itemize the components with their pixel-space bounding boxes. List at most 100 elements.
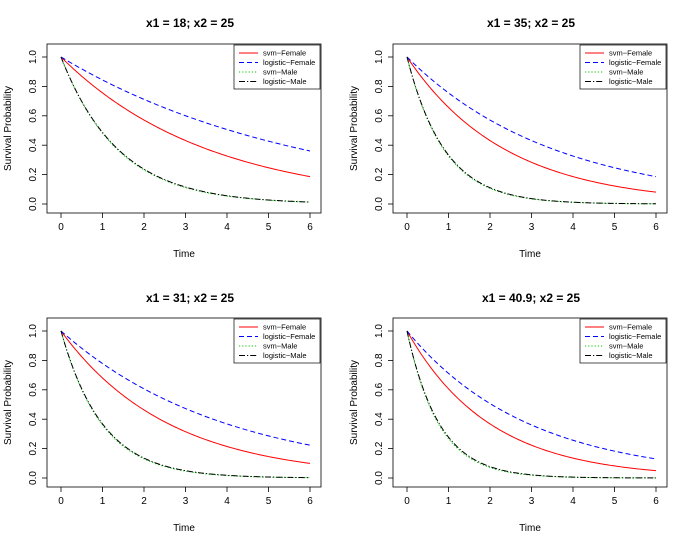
series-line-logistic-female bbox=[60, 56, 311, 152]
x-tick-label: 0 bbox=[58, 496, 64, 507]
plot-frame bbox=[392, 317, 668, 488]
legend-box bbox=[579, 318, 667, 364]
chart-title: x1 = 31; x2 = 25 bbox=[146, 291, 234, 305]
y-tick-label: 0.2 bbox=[374, 167, 385, 181]
legend-label: svm−Male bbox=[263, 68, 297, 77]
y-tick-label: 1.0 bbox=[374, 50, 385, 64]
x-tick-label: 1 bbox=[100, 222, 106, 233]
x-tick-label: 2 bbox=[141, 496, 147, 507]
series-line-svm-female bbox=[60, 56, 311, 178]
legend-label: svm−Male bbox=[263, 342, 297, 351]
series-line-logistic-male bbox=[406, 56, 657, 205]
series-line-logistic-female bbox=[406, 330, 657, 460]
series-line-logistic-male bbox=[60, 56, 311, 203]
x-tick-label: 4 bbox=[224, 222, 230, 233]
y-tick-label: 0.0 bbox=[374, 197, 385, 211]
x-axis-label: Time bbox=[519, 249, 541, 260]
x-tick-label: 3 bbox=[183, 496, 189, 507]
legend-label: logistic−Female bbox=[263, 332, 315, 341]
x-tick-label: 0 bbox=[404, 496, 410, 507]
legend-label: logistic−Female bbox=[609, 58, 661, 67]
series-line-svm-male bbox=[60, 330, 311, 479]
x-tick-label: 5 bbox=[612, 496, 618, 507]
chart-title: x1 = 40.9; x2 = 25 bbox=[482, 291, 580, 305]
chart-panel-4: x1 = 40.9; x2 = 25 0 1 2 3 4 5 6 Time 0.0 0.2 0.4 0.… bbox=[349, 291, 668, 534]
legend-label: svm−Male bbox=[609, 68, 643, 77]
y-tick-label: 0.4 bbox=[374, 412, 385, 426]
x-tick-label: 0 bbox=[404, 222, 410, 233]
legend-label: svm−Female bbox=[263, 323, 306, 332]
y-tick-label: 0.0 bbox=[374, 471, 385, 485]
y-tick-label: 0.6 bbox=[28, 108, 39, 122]
x-tick-label: 5 bbox=[266, 496, 272, 507]
x-tick-label: 3 bbox=[183, 222, 189, 233]
x-axis-label: Time bbox=[519, 523, 541, 534]
y-tick-label: 0.2 bbox=[28, 441, 39, 455]
y-tick-label: 0.4 bbox=[28, 138, 39, 152]
y-tick-label: 0.8 bbox=[374, 79, 385, 93]
x-tick-label: 5 bbox=[612, 222, 618, 233]
legend-label: logistic−Male bbox=[609, 351, 653, 360]
x-tick-label: 6 bbox=[307, 496, 313, 507]
x-tick-label: 4 bbox=[570, 222, 576, 233]
series-line-svm-female bbox=[406, 56, 657, 193]
legend-label: svm−Male bbox=[609, 342, 643, 351]
y-tick-label: 0.4 bbox=[374, 138, 385, 152]
legend-label: logistic−Male bbox=[263, 77, 307, 86]
y-axis-label: Survival Probability bbox=[349, 86, 360, 171]
chart-title: x1 = 18; x2 = 25 bbox=[146, 16, 234, 30]
y-tick-label: 1.0 bbox=[374, 324, 385, 338]
legend-label: logistic−Female bbox=[609, 332, 661, 341]
x-axis-label: Time bbox=[173, 523, 195, 534]
x-tick-label: 0 bbox=[58, 222, 64, 233]
legend-label: svm−Female bbox=[263, 49, 306, 58]
x-axis-label: Time bbox=[173, 249, 195, 260]
y-tick-label: 0.8 bbox=[28, 353, 39, 367]
y-tick-label: 0.0 bbox=[28, 471, 39, 485]
plot-frame bbox=[46, 317, 322, 488]
series-line-svm-female bbox=[406, 330, 657, 472]
y-axis-label: Survival Probability bbox=[349, 360, 360, 445]
x-tick-label: 3 bbox=[529, 496, 535, 507]
y-tick-label: 1.0 bbox=[28, 50, 39, 64]
y-tick-label: 0.4 bbox=[28, 412, 39, 426]
x-tick-label: 6 bbox=[307, 222, 313, 233]
x-tick-label: 6 bbox=[653, 496, 659, 507]
y-tick-label: 0.8 bbox=[28, 79, 39, 93]
y-axis-label: Survival Probability bbox=[3, 360, 14, 445]
plot-frame bbox=[392, 43, 668, 214]
y-tick-label: 0.2 bbox=[28, 167, 39, 181]
x-tick-label: 4 bbox=[570, 496, 576, 507]
x-tick-label: 4 bbox=[224, 496, 230, 507]
legend-label: logistic−Male bbox=[609, 77, 653, 86]
y-tick-label: 0.8 bbox=[374, 353, 385, 367]
legend-box bbox=[233, 318, 321, 364]
legend-label: svm−Female bbox=[609, 49, 652, 58]
y-tick-label: 0.6 bbox=[374, 382, 385, 396]
x-tick-label: 1 bbox=[446, 496, 452, 507]
series-line-logistic-female bbox=[60, 330, 311, 446]
legend-label: logistic−Female bbox=[263, 58, 315, 67]
legend-label: logistic−Male bbox=[263, 351, 307, 360]
y-tick-label: 0.0 bbox=[28, 197, 39, 211]
chart-panel-2: x1 = 35; x2 = 25 0 1 2 3 4 5 6 Time 0.0 0.2 0.4 0.6 0… bbox=[349, 16, 668, 260]
chart-title: x1 = 35; x2 = 25 bbox=[487, 16, 575, 30]
series-line-logistic-male bbox=[60, 330, 311, 479]
y-tick-label: 0.6 bbox=[374, 108, 385, 122]
x-tick-label: 1 bbox=[100, 496, 106, 507]
x-tick-label: 2 bbox=[487, 496, 493, 507]
x-tick-label: 3 bbox=[529, 222, 535, 233]
series-line-svm-female bbox=[60, 330, 311, 464]
y-axis-label: Survival Probability bbox=[3, 86, 14, 171]
series-line-logistic-male bbox=[406, 330, 656, 479]
legend-label: svm−Female bbox=[609, 323, 652, 332]
x-tick-label: 2 bbox=[487, 222, 493, 233]
plot-frame bbox=[46, 43, 322, 214]
x-tick-label: 2 bbox=[141, 222, 147, 233]
legend-box bbox=[579, 44, 667, 90]
legend-box bbox=[233, 44, 321, 90]
x-tick-label: 5 bbox=[266, 222, 272, 233]
chart-panel-3: x1 = 31; x2 = 25 0 1 2 3 4 5 6 Time 0.0 0.2 0.4 0.6 0… bbox=[3, 291, 322, 534]
x-tick-label: 6 bbox=[653, 222, 659, 233]
